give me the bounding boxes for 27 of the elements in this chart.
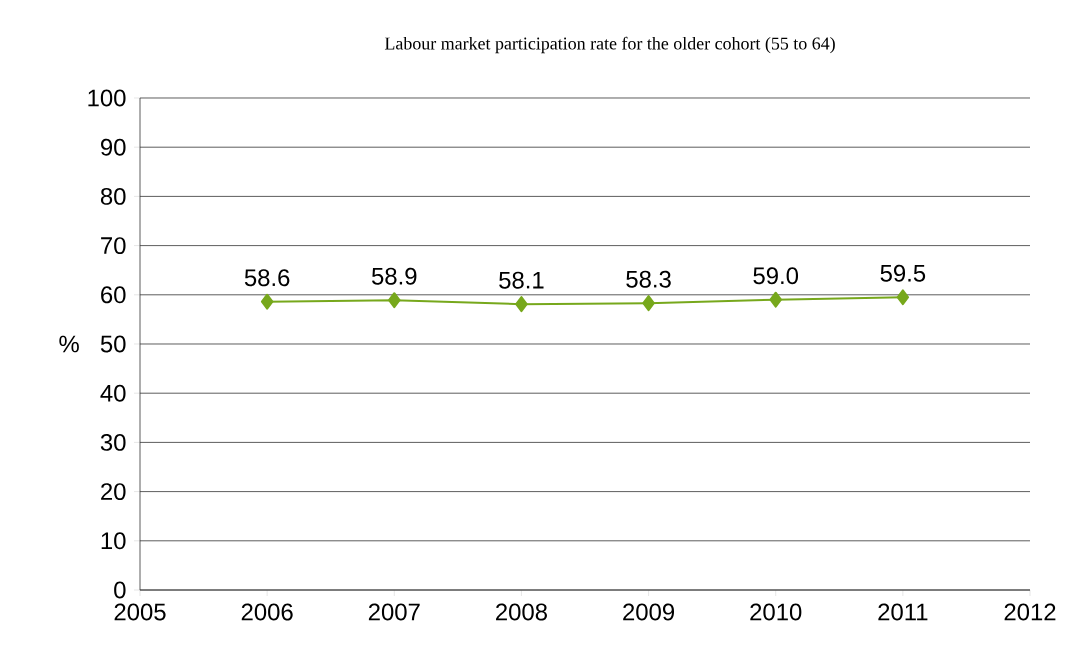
x-tick-label: 2011 bbox=[878, 603, 928, 621]
y-tick-label: 80 bbox=[100, 187, 126, 205]
x-tick-label: 2009 bbox=[623, 603, 675, 621]
y-tick-label: 20 bbox=[101, 483, 126, 501]
x-tick-label: 2012 bbox=[1004, 603, 1056, 621]
x-tick-label: 2010 bbox=[750, 603, 802, 621]
y-axis-title: % bbox=[59, 335, 79, 353]
data-label: 59.5 bbox=[880, 264, 926, 282]
y-tick-label: 60 bbox=[101, 286, 126, 304]
y-tick-label: 70 bbox=[101, 237, 126, 255]
x-tick-label: 2007 bbox=[368, 603, 420, 621]
y-tick-label: 30 bbox=[100, 433, 126, 451]
data-label: 58.1 bbox=[499, 271, 544, 289]
data-label: 58.9 bbox=[371, 267, 417, 285]
x-tick-label: 2006 bbox=[241, 603, 293, 621]
y-tick-label: 40 bbox=[100, 384, 126, 402]
y-tick-label: 10 bbox=[101, 532, 126, 550]
x-tick-label: 2005 bbox=[114, 603, 166, 621]
y-tick-label: 0 bbox=[114, 581, 126, 599]
data-label: 58.6 bbox=[244, 269, 290, 287]
y-tick-label: 100 bbox=[88, 89, 126, 107]
y-tick-label: 50 bbox=[100, 335, 126, 353]
chart-title: Labour market participation rate for the older cohort (55 to 64) bbox=[384, 36, 835, 54]
data-label: 59.0 bbox=[753, 267, 799, 285]
data-label: 58.3 bbox=[626, 270, 671, 288]
y-tick-label: 90 bbox=[101, 138, 126, 156]
x-tick-label: 2008 bbox=[496, 603, 547, 621]
